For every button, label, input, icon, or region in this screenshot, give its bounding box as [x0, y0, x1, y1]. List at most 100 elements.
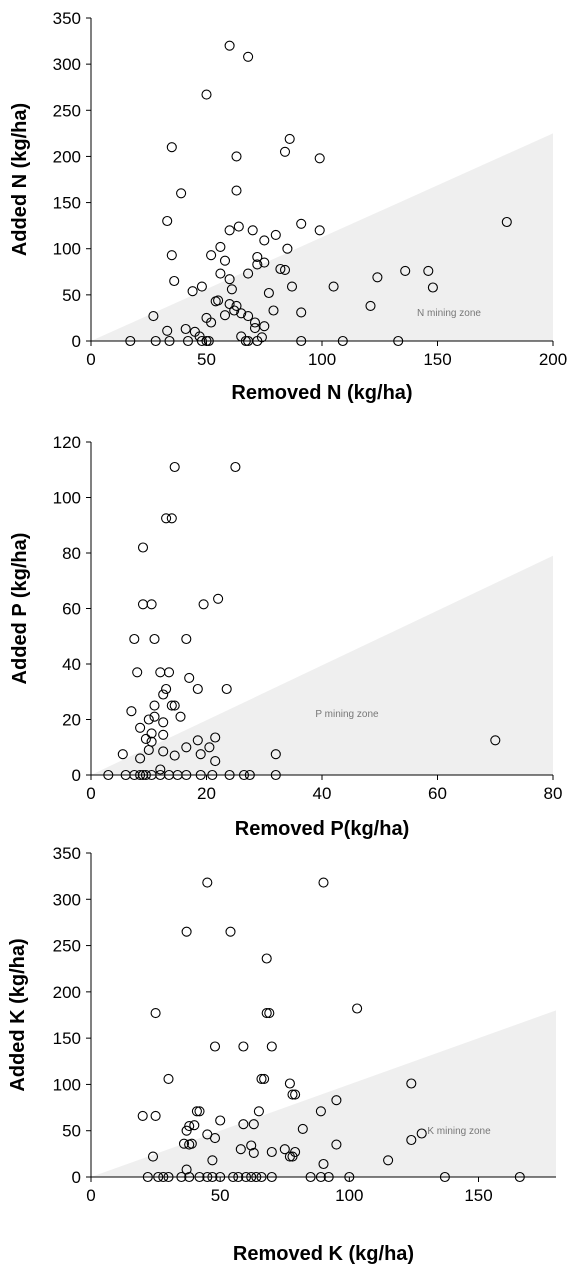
nitrogen-data-point	[196, 335, 207, 347]
phosphorus-data-point	[210, 732, 221, 743]
potassium-data-point	[194, 1106, 205, 1117]
potassium-data-point	[153, 1171, 164, 1183]
nitrogen-data-point	[236, 308, 247, 319]
nitrogen-data-point	[219, 310, 231, 321]
potassium-y-tick-label: 150	[53, 1029, 81, 1048]
phosphorus-data-point	[149, 711, 160, 722]
nitrogen-data-point	[210, 296, 221, 307]
phosphorus-y-tick-label: 60	[62, 600, 81, 619]
nitrogen-data-point	[337, 335, 348, 347]
nitrogen-y-tick-label: 250	[53, 101, 81, 120]
potassium-data-point	[176, 1171, 187, 1183]
nitrogen-data-point	[233, 221, 244, 232]
potassium-x-axis-title: Removed K (kg/ha)	[233, 1243, 414, 1265]
phosphorus-data-point	[140, 733, 151, 744]
phosphorus-data-point	[244, 769, 255, 781]
nitrogen-y-tick-label: 100	[53, 240, 81, 259]
nitrogen-data-point	[231, 300, 242, 311]
potassium-data-point	[264, 1008, 275, 1019]
potassium-data-point	[181, 1164, 192, 1175]
phosphorus-y-tick-label: 0	[72, 766, 81, 785]
phosphorus-data-point	[169, 700, 180, 711]
potassium-data-point	[315, 1106, 326, 1117]
phosphorus-data-point	[135, 722, 146, 733]
nitrogen-data-point	[314, 225, 325, 236]
nitrogen-data-point	[284, 133, 295, 144]
potassium-data-point	[150, 1008, 161, 1019]
potassium-data-point	[181, 1125, 192, 1136]
potassium-data-point	[256, 1073, 267, 1084]
nitrogen-y-tick-label: 0	[72, 332, 81, 351]
potassium-data-point	[235, 1144, 246, 1155]
phosphorus-data-point	[143, 714, 154, 725]
nitrogen-data-point	[393, 335, 404, 347]
phosphorus-data-point	[146, 736, 157, 747]
potassium-data-point	[184, 1139, 195, 1150]
nitrogen-data-point	[148, 311, 159, 322]
nitrogen-data-point	[400, 265, 411, 276]
nitrogen-scatter-panel: N mining zone 0 50 100 150 200 0 50 100 150 200 250…	[9, 9, 567, 404]
potassium-data-point	[158, 1171, 169, 1183]
nitrogen-data-point	[263, 287, 274, 299]
phosphorus-data-point	[149, 700, 160, 711]
phosphorus-data-point	[117, 749, 128, 760]
potassium-data-point	[184, 1171, 195, 1183]
nitrogen-data-point	[224, 225, 235, 236]
phosphorus-data-point	[137, 542, 149, 553]
nitrogen-x-tick-label: 150	[423, 350, 451, 369]
nitrogen-data-point	[162, 215, 173, 227]
potassium-data-point	[318, 1158, 329, 1170]
potassium-data-point	[202, 877, 213, 888]
phosphorus-data-point	[221, 683, 232, 695]
nitrogen-data-point	[229, 305, 240, 316]
phosphorus-x-tick-label: 60	[428, 784, 447, 803]
potassium-data-point	[331, 1095, 342, 1106]
potassium-data-point	[383, 1155, 394, 1166]
phosphorus-y-tick-label: 80	[62, 544, 81, 563]
potassium-data-point	[163, 1171, 174, 1183]
potassium-data-point	[261, 1008, 272, 1019]
potassium-y-tick-label: 0	[72, 1168, 81, 1187]
nitrogen-data-point	[201, 89, 212, 100]
nitrogen-data-point	[296, 335, 307, 347]
nitrogen-data-point	[249, 317, 261, 328]
phosphorus-data-point	[166, 513, 177, 524]
phosphorus-data-point	[163, 667, 175, 678]
phosphorus-data-point	[158, 717, 169, 728]
nitrogen-data-point	[427, 282, 438, 293]
potassium-data-point	[406, 1134, 417, 1146]
nitrogen-y-tick-label: 50	[62, 286, 81, 305]
nitrogen-x-tick-label: 0	[86, 350, 95, 369]
potassium-data-point	[207, 1171, 218, 1183]
nitrogen-y-tick-label: 350	[53, 9, 81, 28]
phosphorus-x-tick-label: 20	[197, 784, 216, 803]
potassium-data-point	[406, 1078, 417, 1089]
potassium-data-point	[228, 1171, 239, 1183]
phosphorus-mining-zone-label: P mining zone	[315, 709, 379, 720]
potassium-data-point	[209, 1133, 221, 1144]
potassium-data-point	[181, 926, 192, 937]
phosphorus-x-tick-label: 80	[544, 784, 563, 803]
phosphorus-data-point	[146, 599, 157, 610]
potassium-data-point	[248, 1119, 259, 1130]
phosphorus-x-tick-label: 0	[86, 784, 95, 803]
nitrogen-data-point	[275, 263, 286, 275]
potassium-data-point	[439, 1171, 450, 1183]
potassium-data-point	[202, 1171, 213, 1183]
potassium-data-point	[266, 1146, 277, 1158]
nitrogen-y-axis-title: Added N (kg/ha)	[9, 103, 31, 256]
nitrogen-data-point	[201, 335, 212, 347]
potassium-data-point	[290, 1146, 301, 1158]
nitrogen-data-point	[268, 305, 279, 316]
potassium-data-point	[191, 1106, 202, 1117]
phosphorus-data-point	[224, 769, 235, 781]
nitrogen-data-point	[286, 281, 298, 292]
potassium-data-point	[233, 1171, 244, 1183]
nitrogen-data-point	[259, 257, 270, 268]
potassium-data-point	[315, 1171, 326, 1183]
potassium-x-tick-label: 100	[335, 1186, 363, 1205]
phosphorus-data-point	[135, 753, 146, 764]
nitrogen-data-point	[162, 325, 173, 336]
phosphorus-x-axis-title: Removed P(kg/ha)	[235, 818, 409, 840]
